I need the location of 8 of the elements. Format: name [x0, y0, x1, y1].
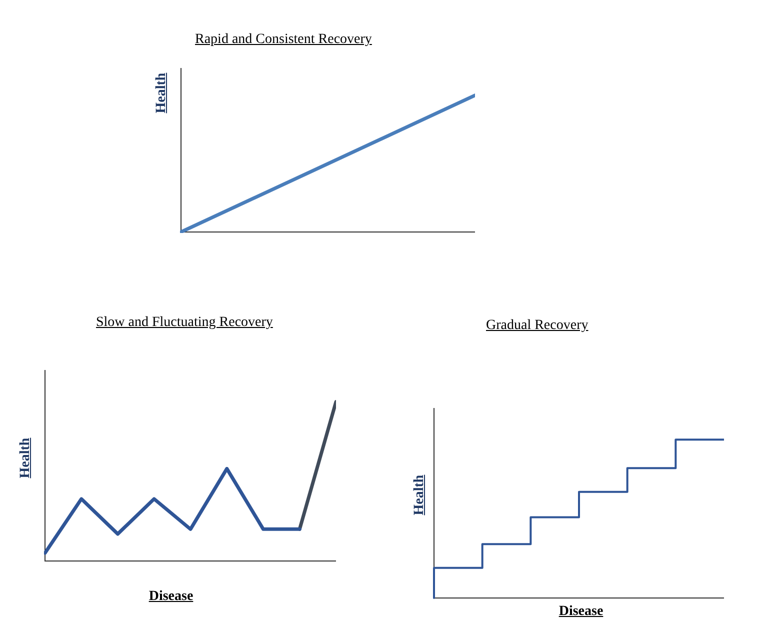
- chart-title: Gradual Recovery: [486, 318, 588, 334]
- x-axis-title: Disease: [558, 604, 604, 620]
- chart-title: Slow and Fluctuating Recovery: [96, 315, 273, 331]
- x-axis-title: Disease: [148, 589, 194, 605]
- chart-title: Rapid and Consistent Recovery: [195, 32, 372, 48]
- y-axis-title: Health: [412, 474, 428, 516]
- y-axis-title: Health: [18, 438, 34, 478]
- y-axis-title: Health: [154, 72, 170, 114]
